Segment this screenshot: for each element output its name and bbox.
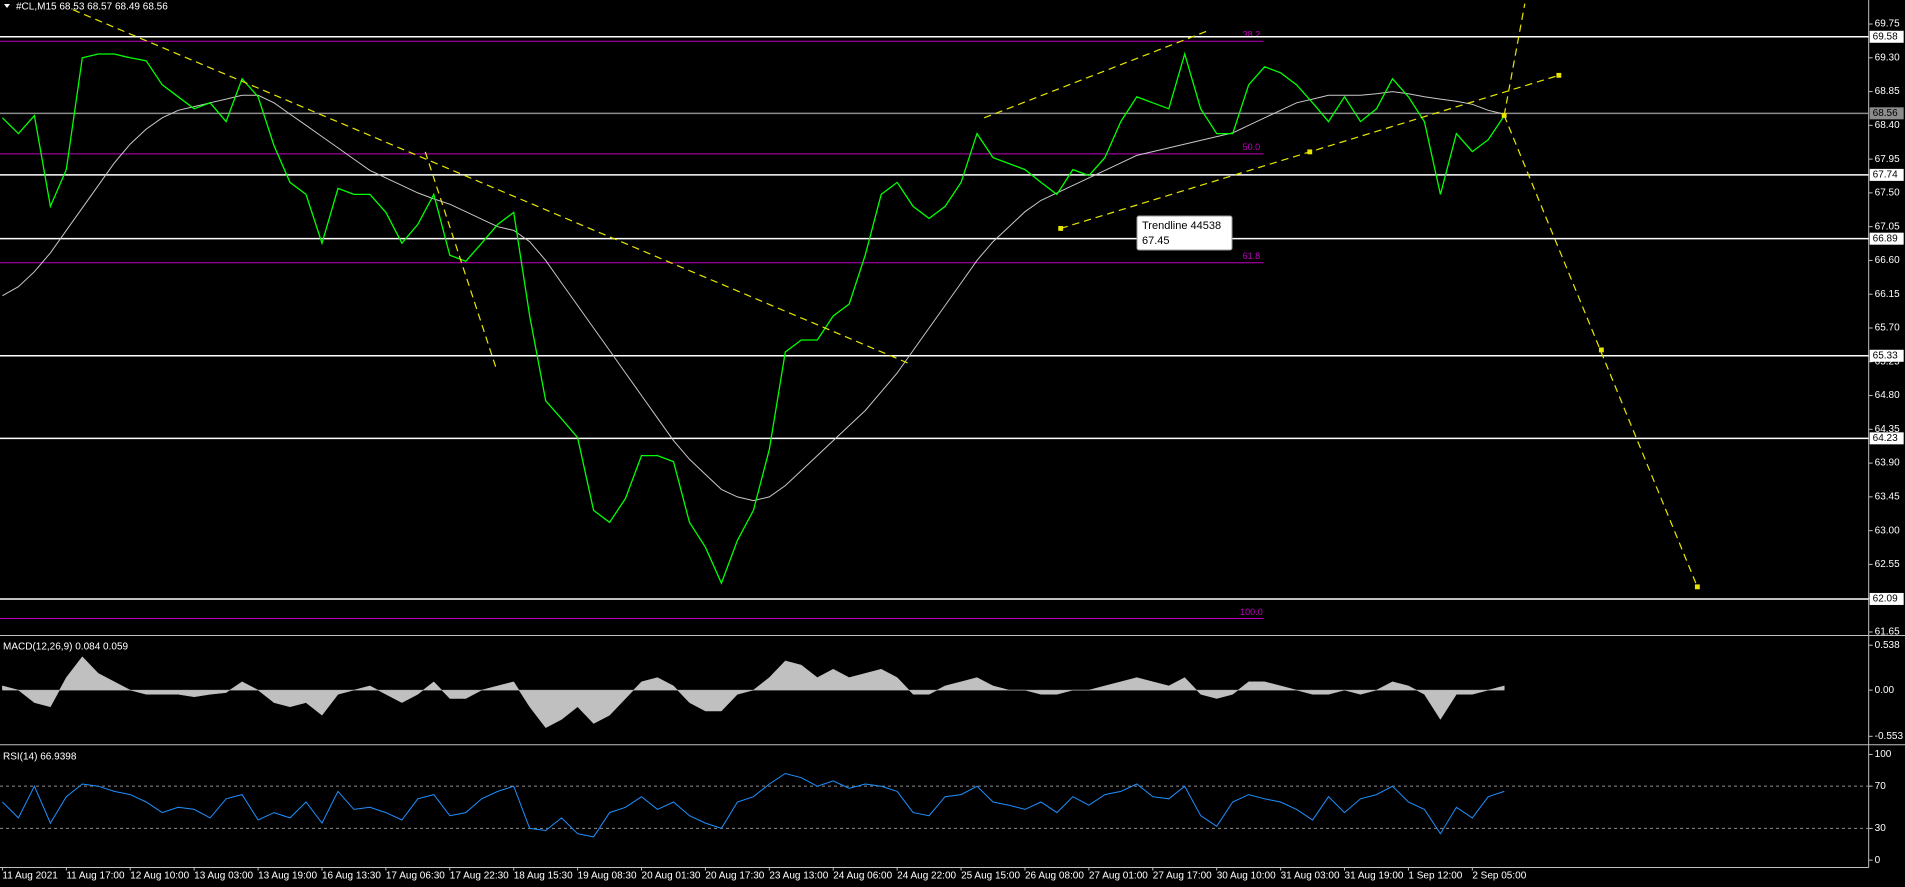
tooltip-value: 67.45 — [1142, 235, 1170, 247]
trendline — [1503, 3, 1526, 116]
y-tick-label: 68.85 — [1875, 86, 1900, 97]
y-tick-label: 66.60 — [1875, 255, 1900, 266]
x-tick-label: 30 Aug 10:00 — [1217, 871, 1276, 882]
x-tick-label: 24 Aug 06:00 — [833, 871, 892, 882]
handle — [1307, 149, 1313, 155]
trendline — [72, 9, 912, 366]
handle — [1501, 112, 1507, 118]
level-line-box — [1869, 168, 1904, 181]
macd-histogram — [2, 656, 1505, 729]
handle — [1598, 347, 1604, 353]
macd-title: MACD(12,26,9) 0.084 0.059 — [3, 642, 129, 653]
level-line-box — [1869, 232, 1904, 245]
tooltip: Trendline 44538 67.45 — [1136, 215, 1233, 251]
handle — [1694, 584, 1700, 590]
fib-label: 100.0 — [1240, 607, 1263, 617]
level-line-label: 67.74 — [1873, 170, 1898, 181]
y-tick-label: 0.538 — [1875, 640, 1900, 651]
handle — [1058, 225, 1064, 231]
x-tick-label: 27 Aug 01:00 — [1089, 871, 1148, 882]
price-line — [1, 51, 1505, 585]
level-line-label: 64.23 — [1873, 433, 1898, 444]
y-tick-label: 69.30 — [1875, 52, 1900, 63]
level-line-label: 62.09 — [1873, 594, 1898, 605]
level-line-box — [1869, 30, 1904, 43]
y-tick-label: 66.15 — [1875, 289, 1900, 300]
y-tick-label: 63.00 — [1875, 525, 1900, 536]
level-line-label: 69.58 — [1873, 31, 1898, 42]
x-tick-label: 1 Sep 12:00 — [1408, 871, 1462, 882]
x-tick-label: 17 Aug 22:30 — [450, 871, 509, 882]
indicator-line — [2, 772, 1505, 838]
level-line-box — [1869, 349, 1904, 362]
x-tick-label: 18 Aug 15:30 — [514, 871, 573, 882]
y-tick-label: 0.00 — [1875, 685, 1895, 696]
current-price-box — [1869, 107, 1904, 120]
y-tick-label: 67.05 — [1875, 221, 1900, 232]
y-tick-label: 61.65 — [1875, 627, 1900, 638]
x-tick-label: 20 Aug 01:30 — [642, 871, 701, 882]
trendline — [424, 151, 497, 368]
y-tick-label: 70 — [1875, 781, 1887, 792]
tooltip-title: Trendline 44538 — [1142, 220, 1221, 232]
chart-title: #CL,M15 68.53 68.57 68.49 68.56 — [16, 2, 168, 13]
x-tick-label: 20 Aug 17:30 — [705, 871, 764, 882]
x-tick-label: 25 Aug 15:00 — [961, 871, 1020, 882]
x-tick-label: 24 Aug 22:00 — [897, 871, 956, 882]
fib-label: 38.2 — [1243, 30, 1261, 40]
y-tick-label: 65.70 — [1875, 323, 1900, 334]
x-tick-label: 13 Aug 03:00 — [194, 871, 253, 882]
y-tick-label: 100 — [1875, 749, 1892, 760]
x-tick-label: 31 Aug 19:00 — [1345, 871, 1404, 882]
y-tick-label: 65.25 — [1875, 356, 1900, 367]
y-tick-label: 68.40 — [1875, 120, 1900, 131]
x-tick-label: 12 Aug 10:00 — [130, 871, 189, 882]
menu-arrow[interactable] — [4, 4, 10, 8]
fib-label: 61.8 — [1243, 251, 1261, 261]
level-line-label: 66.89 — [1873, 233, 1898, 244]
rsi-title: RSI(14) 66.9398 — [3, 752, 77, 763]
tooltip-box — [1136, 215, 1233, 251]
x-tick-label: 11 Aug 2021 — [2, 871, 58, 882]
level-line-box — [1869, 592, 1904, 605]
fib-label: 50.0 — [1243, 142, 1261, 152]
x-tick-label: 23 Aug 13:00 — [769, 871, 828, 882]
y-tick-label: 69.75 — [1875, 19, 1900, 30]
trendline-handles — [1058, 72, 1700, 590]
current-price-label: 68.56 — [1873, 108, 1898, 119]
y-tick-label: 63.45 — [1875, 492, 1900, 503]
y-tick-label: 0 — [1875, 855, 1881, 866]
x-tick-label: 2 Sep 05:00 — [1472, 871, 1526, 882]
x-tick-label: 19 Aug 08:30 — [578, 871, 637, 882]
x-tick-label: 11 Aug 17:00 — [66, 871, 125, 882]
x-tick-label: 16 Aug 13:30 — [322, 871, 381, 882]
moving-average — [2, 91, 1505, 502]
x-tick-label: 17 Aug 06:30 — [386, 871, 445, 882]
y-tick-label: 64.35 — [1875, 424, 1900, 435]
trendline — [983, 29, 1210, 119]
y-tick-label: 67.50 — [1875, 188, 1900, 199]
y-tick-label: 62.55 — [1875, 559, 1900, 570]
y-tick-label: -0.553 — [1875, 731, 1904, 742]
handle — [1556, 72, 1562, 78]
y-tick-label: 63.90 — [1875, 458, 1900, 469]
x-tick-label: 31 Aug 03:00 — [1281, 871, 1340, 882]
y-tick-label: 67.95 — [1875, 154, 1900, 165]
x-tick-label: 26 Aug 08:00 — [1025, 871, 1084, 882]
level-line-box — [1869, 432, 1904, 445]
x-tick-label: 27 Aug 17:00 — [1153, 871, 1212, 882]
x-tick-label: 13 Aug 19:00 — [258, 871, 317, 882]
level-line-label: 65.33 — [1873, 350, 1898, 361]
y-tick-label: 64.80 — [1875, 390, 1900, 401]
y-tick-label: 30 — [1875, 823, 1887, 834]
